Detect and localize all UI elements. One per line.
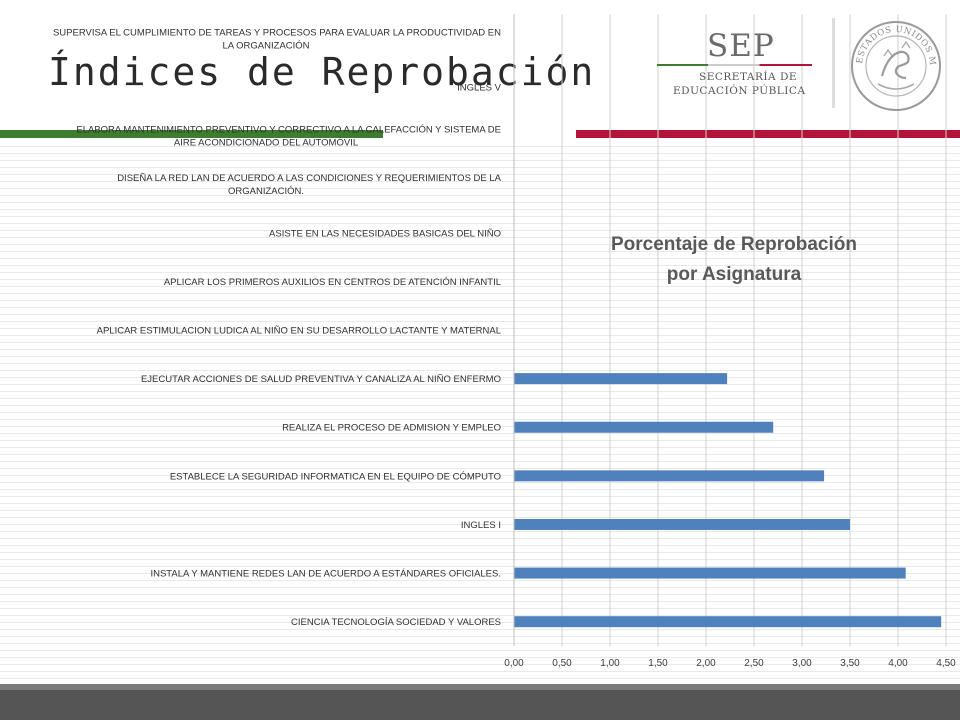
- category-label: DISEÑA LA RED LAN DE ACUERDO A LAS CONDI…: [117, 173, 501, 197]
- x-tick-label: 3,50: [840, 658, 860, 669]
- red-accent-bar: [576, 130, 960, 138]
- footer-band: [0, 684, 960, 720]
- category-label: REALIZA EL PROCESO DE ADMISION Y EMPLEO: [282, 423, 501, 434]
- category-label: INSTALA Y MANTIENE REDES LAN DE ACUERDO …: [150, 569, 501, 580]
- category-label: ESTABLECE LA SEGURIDAD INFORMATICA EN EL…: [170, 471, 501, 482]
- bar: [514, 470, 825, 482]
- sep-logo-word: SEP: [707, 28, 775, 64]
- category-label: APLICAR ESTIMULACION LUDICA AL NIÑO EN S…: [97, 326, 501, 337]
- x-tick-label: 3,00: [792, 658, 812, 669]
- sep-logo-line2: EDUCACIÓN PÚBLICA: [673, 85, 806, 97]
- category-label: EJECUTAR ACCIONES DE SALUD PREVENTIVA Y …: [141, 374, 501, 385]
- bar: [514, 421, 774, 433]
- x-tick-label: 4,50: [936, 658, 956, 669]
- bar: [514, 567, 906, 579]
- lined-background: [0, 140, 960, 685]
- green-accent-bar: [0, 130, 383, 138]
- x-tick-label: 0,00: [504, 658, 524, 669]
- bar: [514, 373, 728, 385]
- x-tick-label: 1,50: [648, 658, 668, 669]
- category-label: INGLES V: [457, 82, 501, 93]
- category-label: ASISTE EN LAS NECESIDADES BASICAS DEL NI…: [269, 228, 501, 239]
- sep-logo-divider: [657, 64, 812, 66]
- category-label: SUPERVISA EL CUMPLIMIENTO DE TAREAS Y PR…: [53, 27, 501, 51]
- chart-title: Porcentaje de Reprobación por Asignatura: [611, 234, 857, 285]
- x-tick-label: 2,00: [696, 658, 716, 669]
- category-label: APLICAR LOS PRIMEROS AUXILIOS EN CENTROS…: [164, 277, 501, 288]
- x-tick-label: 1,00: [600, 658, 620, 669]
- category-label: ELABORA MANTENIMIENTO PREVENTIVO Y CORRE…: [76, 125, 501, 149]
- sep-logo: SEP SECRETARÍA DE EDUCACIÓN PÚBLICA: [655, 28, 815, 103]
- sep-logo-line1: SECRETARÍA DE: [699, 71, 798, 83]
- x-tick-label: 2,50: [744, 658, 764, 669]
- bar-chart: 0,00 0,50 1,00 1,50 2,00 2,50 3,00 3,50 4,00 4,50…: [53, 14, 956, 669]
- bar: [514, 616, 942, 628]
- logo-divider: [832, 18, 835, 108]
- x-tick-label: 4,00: [888, 658, 908, 669]
- bar: [514, 518, 850, 530]
- x-tick-label: 0,50: [552, 658, 572, 669]
- category-label: CIENCIA TECNOLOGÍA SOCIEDAD Y VALORES: [291, 617, 501, 628]
- slide-title: Índices de Reprobación: [48, 50, 596, 94]
- mexico-seal-icon: ESTADOS UNIDOS MEXICANOS: [848, 14, 941, 111]
- category-label: INGLES I: [461, 520, 501, 531]
